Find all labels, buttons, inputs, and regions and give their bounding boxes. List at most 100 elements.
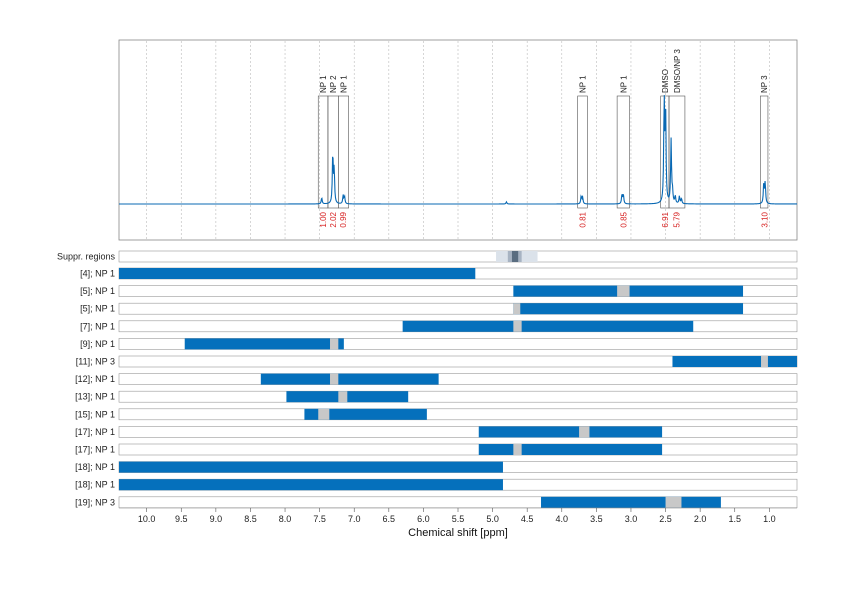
row-label: [15]; NP 1 [75,409,115,419]
x-tick-label: 7.5 [313,514,326,524]
range-bar [513,303,744,315]
peak-box-label: NP 1 [319,75,328,93]
range-bar [304,408,427,420]
row-label: [12]; NP 1 [75,374,115,384]
peak-box [616,95,630,209]
spectrum-layer [119,95,797,205]
row-label: [5]; NP 1 [80,286,115,296]
peak-box-label: NP 1 [619,75,628,93]
peak-box-label: DMSO [661,69,670,93]
x-tick-label: 5.5 [452,514,465,524]
x-tick-label: 4.0 [556,514,569,524]
row-label: [17]; NP 1 [75,445,115,455]
row-label: [11]; NP 3 [76,357,115,367]
peak-box [338,95,349,209]
x-axis-title: Chemical shift [ppm] [408,527,508,539]
row-frame [118,373,798,385]
x-axis: 10.0 9.5 9.0 8.5 8.0 7.5 7.0 6.5 6.0 5.5 5.0 4.5 4.0… [119,507,797,524]
row-frame [118,302,798,315]
row-label: [5]; NP 1 [80,304,115,314]
row-frame [118,390,798,403]
peak-box [668,95,686,209]
x-tick-label: 9.0 [210,514,223,524]
peak-box-label: NP 1 [340,75,349,93]
suppr-row-frame [118,250,798,263]
peak-box [577,95,588,209]
integral-label: 3.10 [760,211,769,227]
peak-box-label: NP 1 [579,75,588,93]
range-gap [330,373,339,385]
x-tick-label: 6.5 [383,514,396,524]
row-label: [18]; NP 1 [75,480,115,490]
range-bar [402,320,694,332]
range-gap [318,408,330,420]
row-label: [13]; NP 1 [75,392,115,402]
peak-box [327,95,339,209]
range-bar [672,356,797,367]
x-tick-label: 8.5 [244,514,257,524]
x-tick-label: 3.5 [590,514,603,524]
row-label: [4]; NP 1 [80,269,115,279]
suppr-region-core [511,251,519,262]
row-frame [118,408,798,421]
row-label: [9]; NP 1 [80,339,115,349]
x-tick-label: 2.0 [694,514,707,524]
range-bar [478,444,663,455]
peak-box-label: DMSO/NP 3 [673,49,682,93]
range-bar [286,391,409,403]
row-label: [17]; NP 1 [75,427,115,437]
grid-layer [146,41,770,239]
x-tick-label: 4.5 [521,514,534,524]
integral-label: 2.02 [329,211,338,227]
x-tick-label: 8.0 [279,514,292,524]
integral-label: 5.79 [673,211,682,227]
row-label: [18]; NP 1 [75,462,115,472]
x-tick-label: 10.0 [138,514,156,524]
range-gap [761,356,768,367]
x-tick-label: 2.5 [659,514,672,524]
range-gap [513,303,521,315]
integral-layer: 1.00 2.02 0.99 0.81 0.85 6.91 5.79 3.10 [319,211,769,227]
x-tick-label: 5.0 [486,514,499,524]
spectrum-line [119,95,797,205]
peak-box [760,95,769,209]
peak-box-layer: NP 1 NP 2 NP 1 NP 1 NP 1 DMSO DMSO/NP 3 NP 3 [317,49,769,209]
range-gap [579,426,590,438]
rows-layer: Suppr. regions [4]; NP 1 [5]; NP 1 [5]; NP … [57,250,798,509]
integral-label: 0.99 [339,211,348,227]
range-bar [541,496,721,508]
range-bar [478,426,663,438]
row-frame [118,338,798,350]
row-label: [7]; NP 1 [80,321,115,331]
range-bar [119,479,503,491]
range-gap [665,496,682,508]
row-frame [118,443,798,456]
x-tick-label: 3.0 [625,514,638,524]
row-frame [118,426,798,438]
row-frame [118,285,798,297]
range-gap [338,391,348,403]
range-bar [119,268,476,279]
range-gap [330,338,339,350]
peak-box [317,95,329,209]
x-tick-label: 1.5 [728,514,741,524]
x-tick-label: 9.5 [175,514,188,524]
range-bar [260,373,439,385]
integral-label: 6.91 [661,211,670,227]
peak-box-label: NP 3 [760,75,769,93]
range-gap [513,320,522,332]
x-tick-label: 1.0 [763,514,776,524]
spectrum-frame [118,39,798,241]
range-gap [513,444,522,455]
range-gap [617,285,630,297]
integral-label: 0.81 [579,211,588,227]
x-tick-label: 7.0 [348,514,361,524]
suppr-row-label: Suppr. regions [57,252,116,262]
x-tick-label: 6.0 [417,514,430,524]
integral-label: 1.00 [319,211,328,227]
integral-label: 0.85 [619,211,628,227]
range-bar [184,338,344,350]
peak-box-label: NP 2 [329,75,338,93]
